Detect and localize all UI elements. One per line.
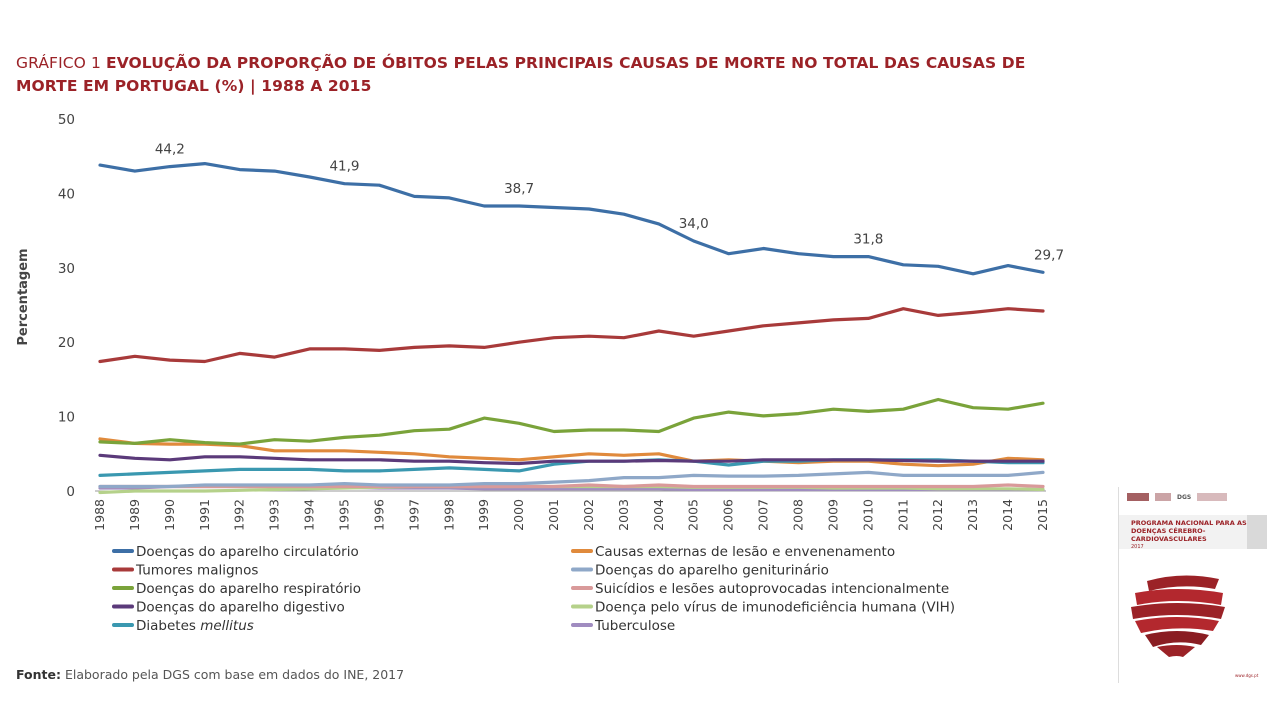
x-tick-label: 2009 [825, 499, 840, 531]
x-tick-label: 1991 [197, 499, 212, 531]
data-label: 38,7 [504, 181, 534, 197]
line-chart: Percentagem 0 10 20 30 40 50 1988 1989 1990 1991 19… [16, 112, 1064, 634]
x-tick-label: 1995 [336, 499, 351, 531]
legend-label-italic: mellitus [200, 618, 254, 634]
source-note: Fonte: Elaborado pela DGS com base em da… [16, 667, 404, 682]
x-tick-label: 2011 [895, 499, 910, 531]
x-tick-label: 1999 [476, 499, 491, 531]
series-line [98, 307, 1045, 364]
y-tick-label: 50 [58, 112, 75, 128]
series-line [98, 437, 1045, 468]
data-label: 29,7 [1034, 247, 1064, 263]
data-label: 44,2 [155, 142, 185, 158]
x-tick-label: 1998 [441, 499, 456, 531]
x-tick-label: 2001 [546, 499, 561, 531]
x-tick-label: 2007 [756, 499, 771, 531]
data-label: 34,0 [679, 216, 709, 232]
booklet-title: PROGRAMA NACIONAL PARA AS DOENÇAS CÉREBR… [1131, 519, 1247, 543]
x-tick-label: 1997 [406, 499, 421, 531]
sns-logo [1155, 493, 1171, 501]
x-tick-label: 2008 [791, 499, 806, 531]
y-tick-label: 10 [58, 410, 75, 426]
y-axis-label: Percentagem [16, 248, 31, 345]
booklet-cover: DGS PROGRAMA NACIONAL PARA AS DOENÇAS CÉ… [1118, 487, 1269, 683]
x-tick-label: 1989 [127, 499, 142, 531]
x-tick-label: 2005 [686, 499, 701, 531]
x-tick-label: 2015 [1035, 499, 1050, 531]
x-tick-label: 1994 [302, 499, 317, 531]
chart-title: GRÁFICO 1 EVOLUÇÃO DA PROPORÇÃO DE ÓBITO… [16, 52, 1076, 98]
data-label: 31,8 [853, 232, 883, 248]
x-tick-label: 2000 [511, 499, 526, 531]
booklet-url: www.dgs.pt [1235, 673, 1259, 678]
legend-label: Doenças do aparelho respiratório [136, 581, 361, 597]
data-label: 41,9 [329, 159, 359, 175]
series-line [98, 470, 1045, 489]
y-tick-label: 30 [58, 261, 75, 277]
x-tick-label: 1990 [162, 499, 177, 531]
x-tick-label: 2004 [651, 499, 666, 531]
x-tick-label: 2014 [1000, 499, 1015, 531]
y-tick-label: 40 [58, 186, 75, 202]
x-tick-label: 1996 [371, 499, 386, 531]
source-text: Elaborado pela DGS com base em dados do … [64, 667, 405, 682]
legend-label: Suicídios e lesões autoprovocadas intenc… [595, 581, 949, 597]
y-tick-label: 20 [58, 335, 75, 351]
x-tick-label: 2006 [721, 499, 736, 531]
x-tick-label: 2002 [581, 499, 596, 531]
x-tick-label: 2010 [860, 499, 875, 531]
booklet-title-box: PROGRAMA NACIONAL PARA AS DOENÇAS CÉREBR… [1119, 515, 1247, 550]
legend-label: Tuberculose [594, 618, 675, 634]
x-tick-label: 1992 [232, 499, 247, 531]
legend-label: Diabetes mellitus [136, 618, 254, 634]
x-tick-label: 2013 [965, 499, 980, 531]
legend-label: Causas externas de lesão e envenenamento [595, 544, 895, 560]
heart-ribbon-illustration [1131, 575, 1225, 657]
chart-title-main: EVOLUÇÃO DA PROPORÇÃO DE ÓBITOS PELAS PR… [16, 54, 1026, 95]
series-line [98, 162, 1045, 276]
x-tick-label: 1993 [267, 499, 282, 531]
government-logo [1127, 493, 1149, 501]
y-tick-label: 0 [66, 484, 75, 500]
legend-label: Doenças do aparelho digestivo [136, 600, 345, 616]
x-tick-label: 1988 [92, 499, 107, 531]
series-line [98, 397, 1045, 446]
legend-label-main: Diabetes [136, 618, 200, 634]
legend-label: Doenças do aparelho circulatório [136, 544, 359, 560]
dgs-logo: DGS [1177, 493, 1192, 501]
booklet-logos: DGS [1127, 491, 1267, 503]
booklet-year: 2017 [1131, 544, 1144, 550]
chart-title-prefix: GRÁFICO 1 [16, 54, 101, 72]
legend-label: Tumores malignos [135, 563, 258, 579]
program-logo [1197, 493, 1228, 501]
legend-label: Doença pelo vírus de imunodeficiência hu… [595, 600, 955, 616]
legend-label: Doenças do aparelho geniturinário [595, 563, 829, 579]
x-tick-label: 2012 [930, 499, 945, 531]
series-line [98, 453, 1045, 466]
booklet-grey-band [1247, 515, 1267, 549]
x-tick-label: 2003 [616, 499, 631, 531]
source-label: Fonte: [16, 667, 61, 682]
